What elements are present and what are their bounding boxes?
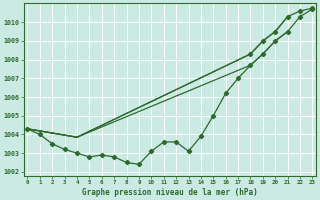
X-axis label: Graphe pression niveau de la mer (hPa): Graphe pression niveau de la mer (hPa) <box>82 188 258 197</box>
